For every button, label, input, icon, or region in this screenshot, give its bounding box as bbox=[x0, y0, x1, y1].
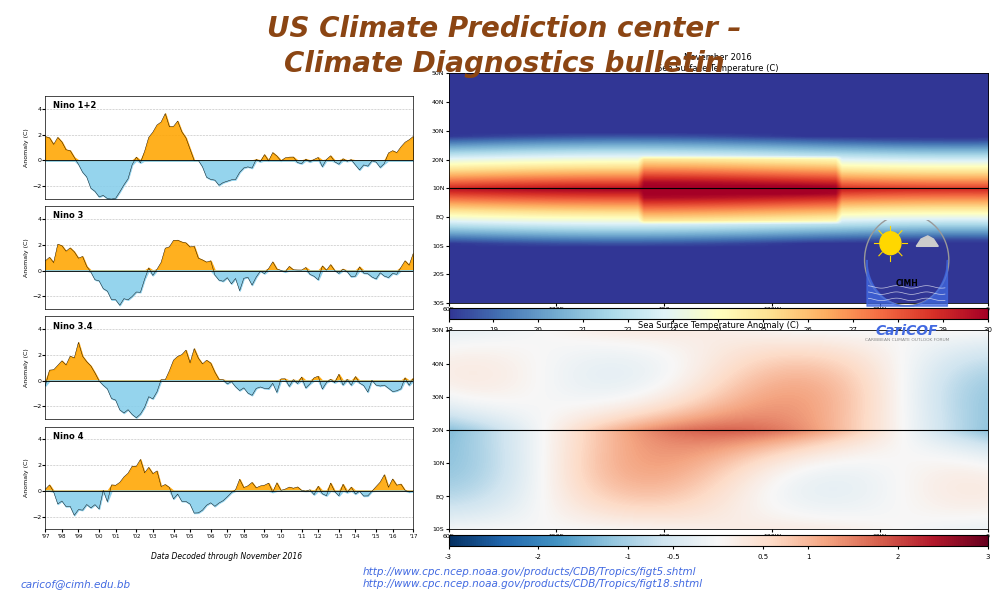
Text: Nino 3: Nino 3 bbox=[52, 211, 83, 220]
Text: CIMH: CIMH bbox=[895, 278, 918, 288]
Text: http://www.cpc.ncep.noaa.gov/products/CDB/Tropics/figt5.shtml
http://www.cpc.nce: http://www.cpc.ncep.noaa.gov/products/CD… bbox=[363, 567, 703, 589]
Y-axis label: Anomaly (C): Anomaly (C) bbox=[24, 348, 29, 387]
Text: Nino 3.4: Nino 3.4 bbox=[52, 321, 92, 330]
Y-axis label: Anomaly (C): Anomaly (C) bbox=[24, 458, 29, 498]
Text: CARIBBEAN CLIMATE OUTLOOK FORUM: CARIBBEAN CLIMATE OUTLOOK FORUM bbox=[865, 338, 950, 343]
Title: Sea Surface Temperature Anomaly (C): Sea Surface Temperature Anomaly (C) bbox=[638, 321, 798, 330]
Y-axis label: Anomaly (C): Anomaly (C) bbox=[24, 128, 29, 167]
Text: Nino 4: Nino 4 bbox=[52, 431, 84, 441]
Y-axis label: Anomaly (C): Anomaly (C) bbox=[24, 238, 29, 277]
Title: November 2016
Sea Surface Temperature (C): November 2016 Sea Surface Temperature (C… bbox=[657, 53, 779, 73]
Text: Data Decoded through November 2016: Data Decoded through November 2016 bbox=[151, 552, 302, 561]
Text: Nino 1+2: Nino 1+2 bbox=[52, 101, 96, 110]
Circle shape bbox=[880, 232, 901, 255]
Text: CariCOF: CariCOF bbox=[876, 324, 938, 338]
Text: caricof@cimh.edu.bb: caricof@cimh.edu.bb bbox=[20, 579, 130, 589]
Text: US Climate Prediction center –
Climate Diagnostics bulletin: US Climate Prediction center – Climate D… bbox=[267, 15, 741, 78]
Polygon shape bbox=[916, 236, 938, 246]
